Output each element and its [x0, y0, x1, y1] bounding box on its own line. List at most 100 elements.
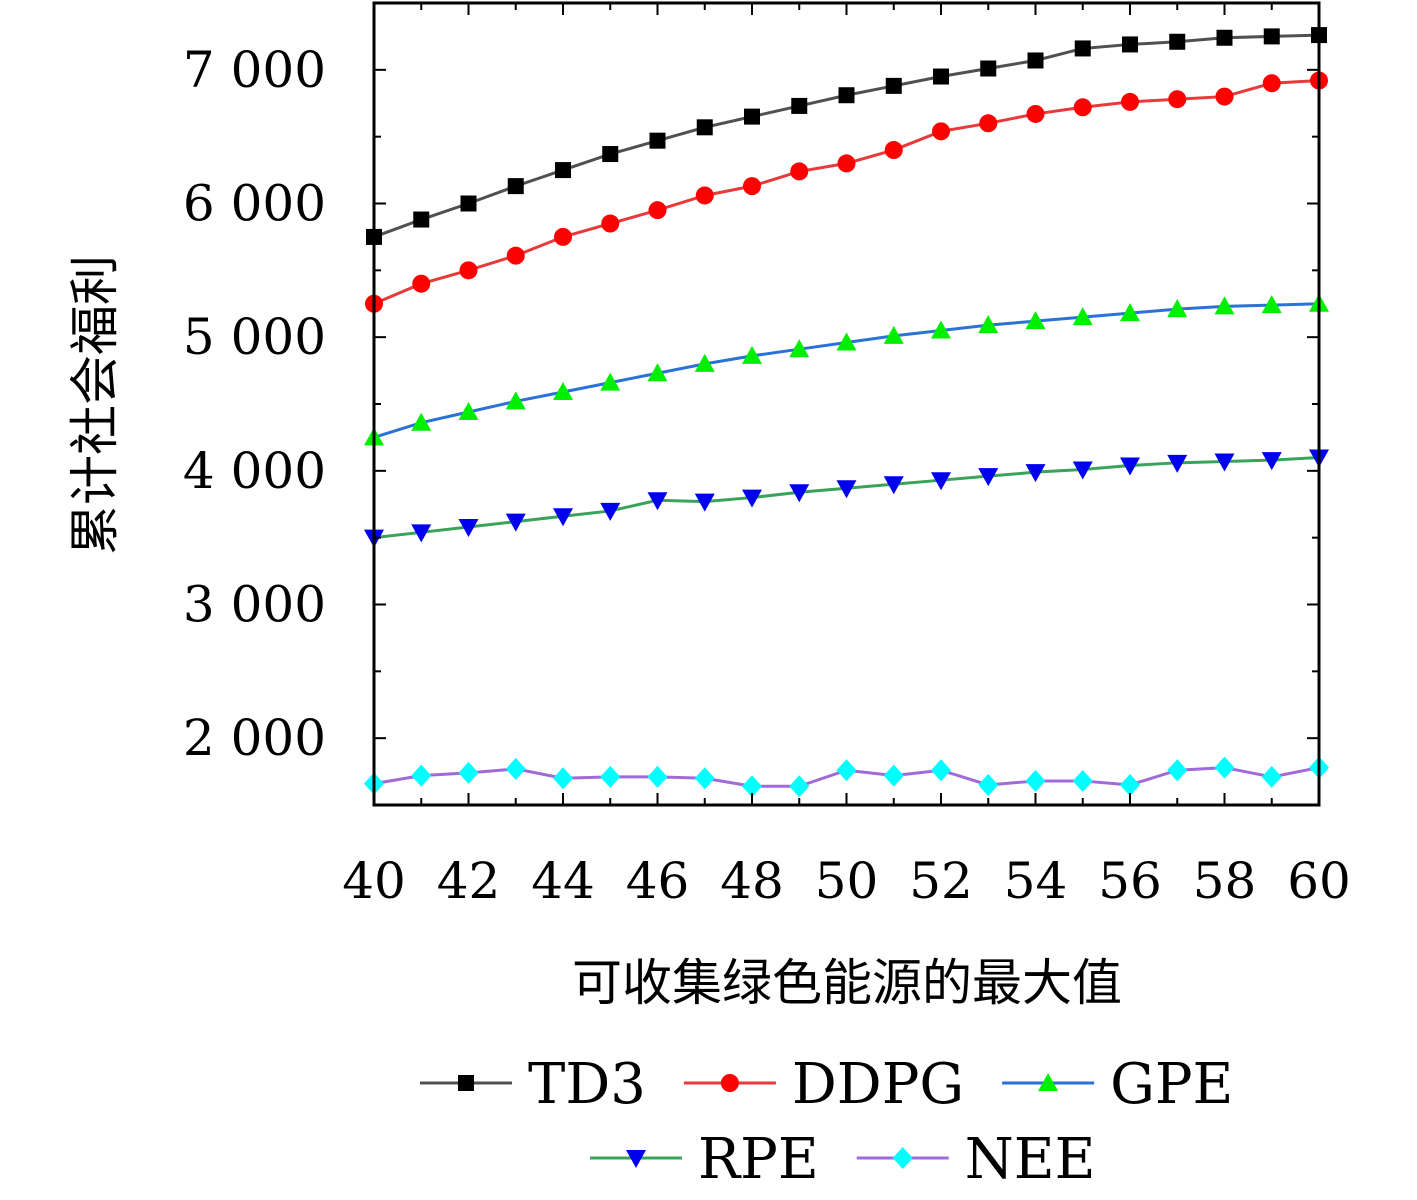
- y-tick-label: 2 000: [183, 709, 326, 767]
- data-point-ddpg: [1121, 92, 1139, 111]
- data-point-gpe: [1261, 295, 1282, 314]
- data-point-rpe: [600, 502, 621, 521]
- data-point-gpe: [1214, 296, 1235, 315]
- series-line-gpe: [373, 302, 1320, 439]
- data-point-rpe: [742, 489, 762, 508]
- axes-layer: 2 000 3 000 4 000 5 000 6 000 7 000 40 42 44 46 48…: [183, 1, 1351, 910]
- data-point-td3: [1122, 36, 1138, 53]
- data-point-rpe: [1120, 457, 1140, 476]
- data-point-ddpg: [1026, 104, 1045, 123]
- x-axis-title: 可收集绿色能源的最大值: [572, 954, 1122, 1012]
- data-point-nee: [742, 775, 762, 798]
- data-point-gpe: [742, 345, 762, 364]
- legend-item-nee: NEE: [856, 1127, 1096, 1192]
- data-point-ddpg: [506, 246, 525, 265]
- data-point-nee: [1261, 765, 1282, 788]
- x-tick-label: 60: [1287, 852, 1351, 910]
- data-point-nee: [600, 765, 621, 788]
- legend-marker-td3: [458, 1075, 474, 1091]
- data-point-ddpg: [695, 186, 714, 205]
- data-point-ddpg: [932, 122, 950, 141]
- data-point-td3: [1216, 29, 1233, 46]
- y-tick-label: 4 000: [183, 442, 326, 500]
- legend-label-nee: NEE: [965, 1127, 1096, 1192]
- legend-item-rpe: RPE: [590, 1127, 819, 1192]
- data-point-nee: [411, 764, 432, 787]
- series-td3: [366, 27, 1327, 245]
- data-point-nee: [883, 764, 904, 787]
- x-tick-label: 50: [815, 852, 879, 910]
- data-point-td3: [602, 146, 619, 163]
- data-point-td3: [980, 60, 997, 77]
- data-point-rpe: [789, 484, 810, 503]
- data-point-td3: [413, 211, 430, 228]
- data-point-rpe: [1261, 452, 1282, 471]
- data-point-rpe: [647, 492, 668, 511]
- data-point-nee: [1120, 773, 1140, 796]
- data-point-gpe: [1167, 299, 1188, 318]
- legend-label-gpe: GPE: [1110, 1052, 1233, 1117]
- data-point-gpe: [694, 353, 715, 372]
- data-point-ddpg: [601, 214, 620, 233]
- data-point-rpe: [1072, 461, 1093, 480]
- y-tick-label: 5 000: [183, 308, 326, 366]
- data-point-nee: [1025, 769, 1046, 792]
- data-point-rpe: [458, 518, 479, 537]
- series-gpe: [364, 293, 1329, 446]
- data-point-nee: [694, 767, 715, 790]
- legend-marker-ddpg: [720, 1074, 739, 1092]
- data-point-td3: [507, 178, 524, 195]
- data-point-gpe: [411, 412, 432, 431]
- legend-label-rpe: RPE: [698, 1127, 819, 1192]
- y-tick-label: 6 000: [183, 175, 326, 233]
- data-point-ddpg: [1215, 87, 1234, 106]
- series-layer: [364, 27, 1329, 798]
- legend-label-td3: TD3: [528, 1052, 646, 1117]
- x-tick-label: 40: [342, 852, 406, 910]
- x-tick-label: 54: [1004, 852, 1068, 910]
- x-tick-label: 46: [626, 852, 690, 910]
- data-point-gpe: [789, 339, 810, 358]
- data-point-td3: [885, 77, 902, 94]
- data-point-ddpg: [1168, 90, 1187, 109]
- x-tick-label: 52: [909, 852, 973, 910]
- data-point-gpe: [978, 315, 999, 334]
- data-point-rpe: [931, 472, 951, 491]
- data-point-gpe: [1025, 311, 1046, 330]
- data-point-td3: [1263, 28, 1280, 45]
- data-point-rpe: [553, 508, 573, 527]
- data-point-td3: [791, 97, 808, 114]
- series-rpe: [364, 449, 1329, 548]
- series-nee: [364, 756, 1329, 798]
- x-tick-label: 44: [531, 852, 595, 910]
- data-point-ddpg: [743, 177, 761, 196]
- data-point-td3: [555, 162, 571, 179]
- x-tick-label: 56: [1098, 852, 1162, 910]
- data-point-td3: [933, 68, 949, 85]
- data-point-nee: [1214, 756, 1235, 779]
- legend-marker-nee: [892, 1147, 913, 1169]
- data-point-nee: [789, 775, 810, 798]
- legend-item-gpe: GPE: [1002, 1052, 1233, 1117]
- data-point-td3: [460, 195, 477, 212]
- series-line-td3: [373, 33, 1320, 239]
- data-point-ddpg: [554, 227, 572, 246]
- data-point-gpe: [883, 325, 904, 344]
- data-point-ddpg: [979, 114, 998, 133]
- data-point-ddpg: [459, 261, 478, 280]
- legend-item-td3: TD3: [420, 1052, 646, 1117]
- legend-label-ddpg: DDPG: [792, 1052, 964, 1117]
- data-point-ddpg: [884, 141, 903, 160]
- data-point-td3: [1027, 52, 1044, 69]
- data-point-rpe: [836, 480, 857, 499]
- data-point-nee: [647, 765, 668, 788]
- data-point-gpe: [931, 320, 951, 339]
- data-point-rpe: [883, 476, 904, 495]
- data-point-td3: [649, 132, 666, 149]
- x-tick-label: 42: [437, 852, 501, 910]
- data-point-ddpg: [648, 201, 667, 220]
- data-point-ddpg: [790, 162, 809, 181]
- data-point-td3: [744, 108, 760, 125]
- data-point-gpe: [458, 402, 479, 421]
